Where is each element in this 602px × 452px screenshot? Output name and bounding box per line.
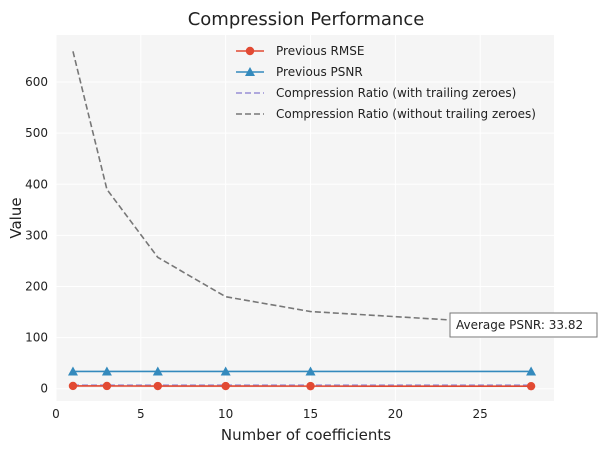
- x-tick-label: 20: [388, 407, 403, 421]
- y-axis-label: Value: [7, 197, 25, 238]
- data-point: [220, 366, 231, 376]
- data-point: [221, 381, 230, 391]
- annotation-box: Average PSNR: 33.82: [449, 312, 598, 338]
- annotation-text: Average PSNR: 33.82: [456, 318, 583, 332]
- y-tick-label: 0: [40, 382, 48, 396]
- legend-marker: [245, 67, 255, 76]
- y-tick-label: 100: [25, 331, 48, 345]
- legend-entry: Compression Ratio (without trailing zero…: [236, 107, 536, 121]
- y-tick-label: 300: [25, 228, 48, 242]
- legend-label: Compression Ratio (with trailing zeroes): [276, 86, 516, 100]
- legend-entry: Previous RMSE: [236, 44, 364, 58]
- series-1: [67, 366, 537, 376]
- y-tick-label: 400: [25, 177, 48, 191]
- legend-label: Previous RMSE: [276, 44, 364, 58]
- data-point: [152, 366, 163, 376]
- x-tick-label: 10: [218, 407, 233, 421]
- series-0: [68, 381, 536, 391]
- chart-title: Compression Performance: [188, 9, 425, 30]
- data-point: [101, 366, 112, 376]
- y-tick-labels: 0 100 200 300 400 500 600: [25, 75, 48, 396]
- legend-entry: Previous PSNR: [236, 65, 363, 79]
- legend-label: Compression Ratio (without trailing zero…: [276, 107, 536, 121]
- x-tick-label: 5: [137, 407, 145, 421]
- y-tick-label: 500: [25, 126, 48, 140]
- data-point: [526, 381, 536, 391]
- data-point: [305, 366, 316, 376]
- x-tick-label: 0: [52, 407, 60, 421]
- data-point: [306, 381, 315, 391]
- legend-marker: [245, 46, 255, 56]
- x-tick-labels: 0 5 10 15 20 25: [52, 407, 488, 421]
- plot-area: [56, 35, 554, 401]
- data-point: [68, 381, 78, 391]
- data-point: [67, 366, 78, 376]
- legend: Previous RMSE Previous PSNR Compression Ra…: [236, 44, 536, 121]
- x-tick-label: 25: [473, 407, 488, 421]
- y-tick-label: 200: [25, 279, 48, 293]
- legend-label: Previous PSNR: [276, 65, 363, 79]
- series-line: [72, 51, 532, 326]
- legend-entry: Compression Ratio (with trailing zeroes): [236, 86, 516, 100]
- x-axis-label: Number of coefficients: [221, 426, 391, 444]
- data-point: [526, 366, 537, 376]
- x-tick-label: 15: [303, 407, 318, 421]
- y-tick-label: 600: [25, 75, 48, 89]
- data-point: [153, 381, 163, 391]
- series-layer: [67, 51, 537, 391]
- grid: [55, 35, 554, 401]
- data-point: [102, 381, 112, 391]
- series-3: [72, 51, 532, 326]
